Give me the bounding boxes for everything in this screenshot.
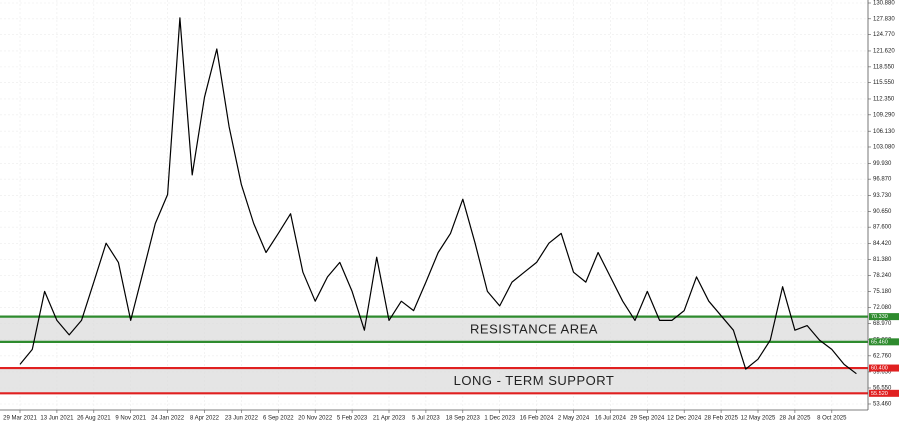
y-tick-label: 90.650 — [873, 209, 892, 215]
x-tick-label: 23 Jun 2022 — [225, 416, 259, 422]
x-tick-label: 28 Jul 2025 — [779, 416, 811, 422]
y-tick-label: 124.770 — [873, 32, 895, 38]
x-tick-label: 12 Dec 2024 — [667, 416, 702, 422]
price-tag — [869, 364, 899, 372]
x-tick-label: 6 Sep 2022 — [263, 416, 294, 422]
x-tick-label: 5 Jul 2023 — [412, 416, 440, 422]
x-tick-label: 8 Oct 2025 — [817, 416, 847, 422]
x-tick-label: 20 Nov 2022 — [298, 416, 333, 422]
y-tick-label: 130.880 — [873, 1, 895, 7]
y-tick-label: 75.180 — [873, 289, 892, 295]
band-area — [0, 316, 868, 342]
x-tick-label: 2 May 2024 — [558, 416, 590, 422]
x-tick-label: 18 Sep 2023 — [446, 416, 481, 422]
x-tick-label: 5 Feb 2023 — [337, 416, 368, 422]
x-tick-label: 16 Jul 2024 — [595, 416, 627, 422]
y-tick-label: 103.080 — [873, 145, 895, 151]
y-tick-label: 59.650 — [873, 370, 892, 376]
x-tick-label: 29 Sep 2024 — [630, 416, 665, 422]
price-tag-label: 55.520 — [871, 391, 888, 397]
x-tick-label: 16 Feb 2024 — [520, 416, 554, 422]
price-tag — [869, 389, 899, 397]
band-label: LONG - TERM SUPPORT — [454, 373, 615, 388]
x-tick-label: 1 Dec 2023 — [484, 416, 515, 422]
y-tick-label: 78.240 — [873, 273, 892, 279]
y-tick-label: 127.830 — [873, 16, 895, 22]
y-tick-label: 121.620 — [873, 49, 895, 55]
y-tick-label: 118.550 — [873, 64, 895, 70]
x-tick-label: 21 Apr 2023 — [373, 416, 406, 422]
x-tick-label: 28 Feb 2025 — [704, 416, 738, 422]
x-tick-label: 8 Apr 2022 — [190, 416, 220, 422]
y-tick-label: 93.730 — [873, 193, 892, 199]
y-tick-label: 112.350 — [873, 97, 895, 103]
x-tick-label: 13 Jun 2021 — [40, 416, 74, 422]
y-tick-label: 84.420 — [873, 241, 892, 247]
x-tick-label: 26 Aug 2021 — [77, 416, 111, 422]
price-tag — [869, 338, 899, 346]
y-tick-label: 62.760 — [873, 353, 892, 359]
y-tick-label: 109.290 — [873, 112, 895, 118]
x-tick-label: 9 Nov 2021 — [115, 416, 146, 422]
y-tick-label: 96.870 — [873, 177, 892, 183]
price-tag-label: 60.400 — [871, 366, 888, 372]
y-tick-label: 115.550 — [873, 80, 895, 86]
y-tick-label: 87.600 — [873, 225, 892, 231]
price-line — [19, 17, 857, 375]
y-tick-label: 56.550 — [873, 386, 892, 392]
x-tick-label: 12 May 2025 — [741, 416, 776, 422]
y-tick-label: 106.130 — [873, 129, 895, 135]
price-tag-label: 70.330 — [871, 314, 888, 320]
y-tick-label: 68.970 — [873, 321, 892, 327]
x-tick-label: 24 Jan 2022 — [151, 416, 185, 422]
y-tick-label: 99.930 — [873, 161, 892, 167]
x-tick-label: 29 Mar 2021 — [3, 416, 37, 422]
price-tag — [869, 313, 899, 321]
y-tick-label: 72.080 — [873, 305, 892, 311]
y-tick-label: 81.380 — [873, 257, 892, 263]
y-tick-label: 53.460 — [873, 402, 892, 408]
band-label: RESISTANCE AREA — [470, 322, 598, 337]
price-tag-label: 65.460 — [871, 339, 888, 345]
band-area — [0, 368, 868, 394]
